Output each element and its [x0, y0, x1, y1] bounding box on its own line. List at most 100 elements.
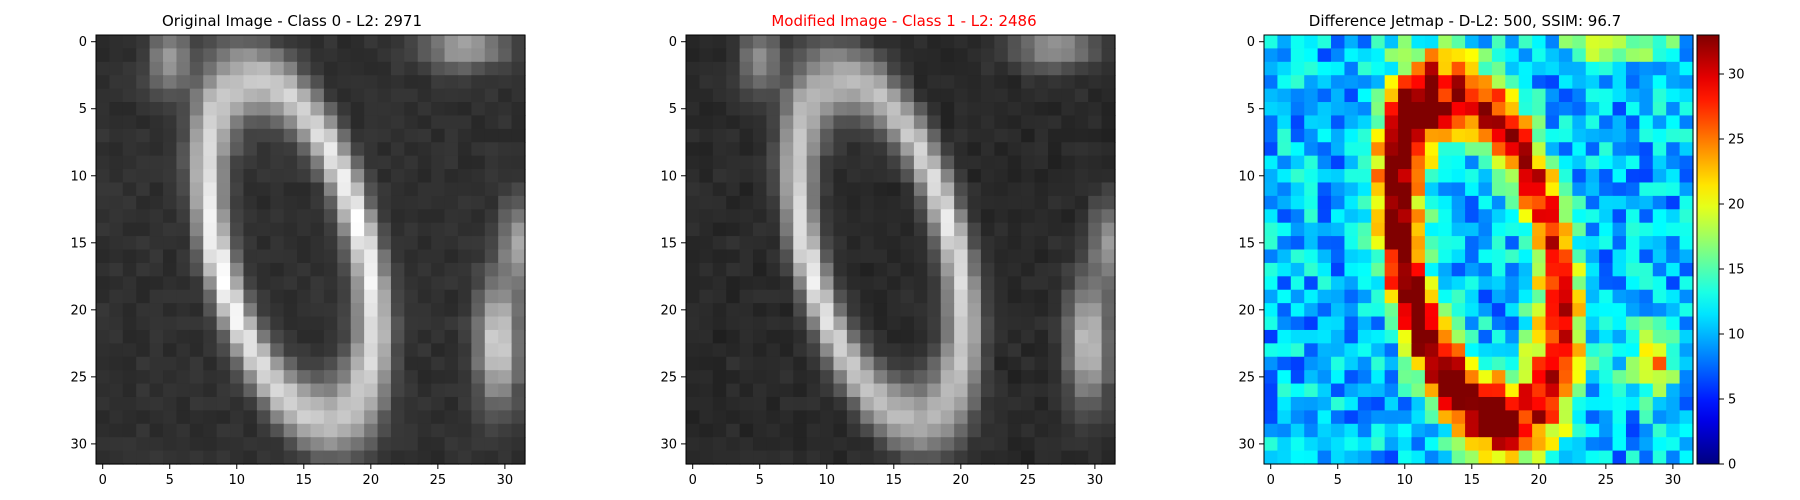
heatmap-cell — [1639, 396, 1654, 411]
heatmap-cell — [1331, 370, 1346, 385]
heatmap-cell — [1666, 88, 1681, 103]
heatmap-cell — [1411, 61, 1426, 76]
heatmap-cell — [1384, 316, 1399, 331]
heatmap-cell — [404, 316, 419, 331]
heatmap-cell — [364, 182, 379, 197]
heatmap-cell — [739, 128, 754, 143]
heatmap-cell — [1034, 343, 1049, 358]
heatmap-cell — [1558, 410, 1573, 425]
heatmap-cell — [377, 370, 392, 385]
heatmap-cell — [766, 289, 781, 304]
heatmap-cell — [1572, 75, 1587, 90]
heatmap-cell — [404, 423, 419, 438]
heatmap-cell — [1317, 249, 1332, 264]
heatmap-cell — [820, 35, 835, 50]
heatmap-cell — [1384, 61, 1399, 76]
heatmap-cell — [390, 88, 405, 103]
heatmap-cell — [230, 249, 245, 264]
heatmap-cell — [1384, 356, 1399, 371]
heatmap-cell — [1061, 88, 1076, 103]
heatmap-cell — [1518, 276, 1533, 291]
heatmap-cell — [471, 383, 486, 398]
heatmap-cell — [1304, 48, 1319, 63]
heatmap-cell — [243, 222, 258, 237]
heatmap-cell — [203, 35, 218, 50]
heatmap-cell — [1424, 48, 1439, 63]
heatmap-cell — [1074, 356, 1089, 371]
heatmap-cell — [1101, 209, 1116, 224]
heatmap-cell — [1264, 356, 1279, 371]
heatmap-cell — [1007, 356, 1022, 371]
heatmap-cell — [1478, 437, 1493, 452]
heatmap-cell — [994, 182, 1009, 197]
heatmap-cell — [1074, 329, 1089, 344]
heatmap-cell — [136, 329, 151, 344]
heatmap-cell — [900, 128, 915, 143]
heatmap-cell — [1317, 329, 1332, 344]
heatmap-cell — [457, 88, 472, 103]
heatmap-cell — [243, 450, 258, 465]
heatmap-cell — [1331, 276, 1346, 291]
heatmap-cell — [793, 289, 808, 304]
heatmap-cell — [1021, 343, 1036, 358]
heatmap-cell — [1317, 75, 1332, 90]
heatmap-cell — [1371, 209, 1386, 224]
heatmap-cell — [1034, 182, 1049, 197]
heatmap-cell — [1061, 182, 1076, 197]
heatmap-cell — [1478, 35, 1493, 50]
heatmap-cell — [1612, 262, 1627, 277]
heatmap-cell — [967, 75, 982, 90]
heatmap-cell — [498, 437, 513, 452]
heatmap-cell — [1518, 370, 1533, 385]
heatmap-cell — [1021, 182, 1036, 197]
heatmap-cell — [364, 343, 379, 358]
heatmap-cell — [1652, 195, 1667, 210]
heatmap-cell — [1465, 276, 1480, 291]
heatmap-cell — [163, 303, 178, 318]
heatmap-cell — [1317, 48, 1332, 63]
heatmap-cell — [390, 370, 405, 385]
heatmap-cell — [189, 236, 204, 251]
heatmap-cell — [994, 329, 1009, 344]
heatmap-cell — [283, 115, 298, 130]
colorbar-gradient — [1697, 35, 1719, 464]
heatmap-cell — [136, 155, 151, 170]
heatmap-cell — [980, 303, 995, 318]
heatmap-cell — [323, 356, 338, 371]
heatmap-cell — [820, 236, 835, 251]
heatmap-cell — [390, 276, 405, 291]
heatmap-cell — [216, 182, 231, 197]
heatmap-cell — [484, 142, 499, 157]
heatmap-cell — [1088, 88, 1103, 103]
x-tick-label: 5 — [1334, 473, 1342, 488]
heatmap-cell — [1666, 276, 1681, 291]
heatmap-cell — [511, 437, 526, 452]
heatmap-cell — [256, 262, 271, 277]
heatmap-cell — [1061, 35, 1076, 50]
heatmap-cell — [1411, 437, 1426, 452]
heatmap-cell — [1384, 102, 1399, 117]
heatmap-cell — [766, 383, 781, 398]
heatmap-cell — [860, 155, 875, 170]
heatmap-cell — [806, 289, 821, 304]
heatmap-cell — [887, 88, 902, 103]
heatmap-cell — [1585, 155, 1600, 170]
heatmap-cell — [1317, 182, 1332, 197]
heatmap-cell — [1612, 303, 1627, 318]
heatmap-cell — [364, 370, 379, 385]
heatmap-cell — [954, 316, 969, 331]
heatmap-cell — [1572, 437, 1587, 452]
heatmap-cell — [793, 276, 808, 291]
heatmap-cell — [1612, 316, 1627, 331]
heatmap-cell — [1021, 102, 1036, 117]
heatmap-cell — [820, 102, 835, 117]
heatmap-cell — [337, 88, 352, 103]
heatmap-cell — [940, 48, 955, 63]
heatmap-cell — [216, 356, 231, 371]
heatmap-cell — [1384, 423, 1399, 438]
heatmap-cell — [793, 169, 808, 184]
heatmap-cell — [1021, 128, 1036, 143]
heatmap-cell — [1290, 155, 1305, 170]
heatmap-cell — [297, 169, 312, 184]
heatmap-cell — [940, 356, 955, 371]
